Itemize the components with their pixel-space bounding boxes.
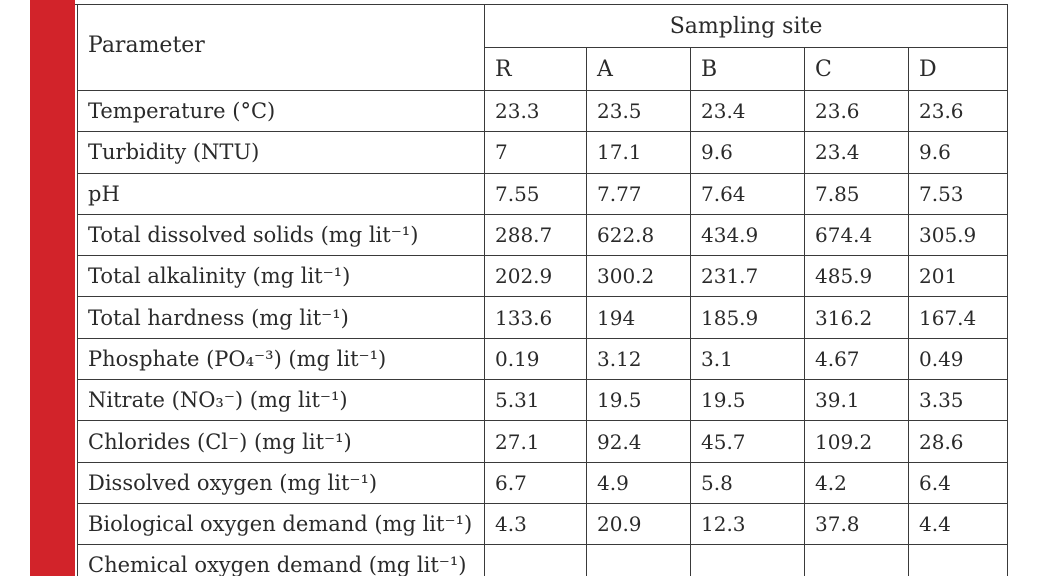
value-cell-a: 3.12	[586, 337, 691, 381]
table-row: Temperature (°C) 23.3 23.5 23.4 23.6 23.6	[77, 89, 1009, 133]
value-cell-d: 4.4	[907, 502, 1009, 546]
table-row: Chemical oxygen demand (mg lit⁻¹)	[77, 544, 1009, 576]
table-row: Biological oxygen demand (mg lit⁻¹) 4.3 20…	[77, 502, 1009, 546]
value-cell-b: 3.1	[690, 337, 805, 381]
parameter-name: Temperature (°C)	[77, 89, 485, 133]
value-cell-b	[690, 544, 805, 576]
value-cell-a: 23.5	[586, 89, 691, 133]
value-cell-d: 0.49	[907, 337, 1009, 381]
value-cell-a: 300.2	[586, 255, 691, 298]
value-cell-d: 201	[907, 255, 1009, 298]
table-row: Phosphate (PO₄⁻³) (mg lit⁻¹) 0.19 3.12 3.1 4…	[77, 337, 1009, 381]
table-container: Parameter Sampling site R A B C D Temper…	[75, 0, 1015, 576]
value-cell-a: 4.9	[586, 461, 691, 504]
value-cell-r: 4.3	[484, 502, 587, 546]
parameter-name: Nitrate (NO₃⁻) (mg lit⁻¹)	[77, 379, 485, 422]
value-cell-a	[586, 544, 691, 576]
value-cell-a: 19.5	[586, 379, 691, 422]
value-cell-b: 19.5	[690, 379, 805, 422]
value-cell-c: 4.67	[804, 337, 909, 381]
value-cell-b: 7.64	[690, 172, 805, 215]
value-cell-c: 23.6	[804, 89, 909, 133]
value-cell-d: 28.6	[907, 420, 1009, 463]
table-row: Chlorides (Cl⁻) (mg lit⁻¹) 27.1 92.4 45.7 10…	[77, 420, 1009, 463]
value-cell-b: 23.4	[690, 89, 805, 133]
value-cell-c: 109.2	[804, 420, 909, 463]
value-cell-a: 20.9	[586, 502, 691, 546]
site-header-r: R	[484, 47, 587, 91]
value-cell-d: 9.6	[907, 131, 1009, 174]
value-cell-b: 12.3	[690, 502, 805, 546]
parameter-name: Chemical oxygen demand (mg lit⁻¹)	[77, 544, 485, 576]
site-header-c: C	[804, 47, 909, 91]
parameter-name: Chlorides (Cl⁻) (mg lit⁻¹)	[77, 420, 485, 463]
value-cell-c: 316.2	[804, 296, 909, 339]
table-body: Temperature (°C) 23.3 23.5 23.4 23.6 23.6 Turb…	[77, 89, 1009, 576]
table-row: pH 7.55 7.77 7.64 7.85 7.53	[77, 172, 1009, 215]
value-cell-r: 7.55	[484, 172, 587, 215]
table-row: Total hardness (mg lit⁻¹) 133.6 194 185.9 31…	[77, 296, 1009, 339]
value-cell-d: 6.4	[907, 461, 1009, 504]
parameter-name: Biological oxygen demand (mg lit⁻¹)	[77, 502, 485, 546]
parameter-name: Total hardness (mg lit⁻¹)	[77, 296, 485, 339]
parameter-header: Parameter	[77, 4, 485, 91]
table-row: Turbidity (NTU) 7 17.1 9.6 23.4 9.6	[77, 131, 1009, 174]
value-cell-d: 3.35	[907, 379, 1009, 422]
value-cell-a: 17.1	[586, 131, 691, 174]
table-row: Total dissolved solids (mg lit⁻¹) 288.7 62…	[77, 213, 1009, 257]
value-cell-r: 6.7	[484, 461, 587, 504]
value-cell-c: 7.85	[804, 172, 909, 215]
value-cell-b: 5.8	[690, 461, 805, 504]
site-header-b: B	[690, 47, 805, 91]
value-cell-d: 7.53	[907, 172, 1009, 215]
value-cell-r: 288.7	[484, 213, 587, 257]
value-cell-c: 485.9	[804, 255, 909, 298]
table-row: Dissolved oxygen (mg lit⁻¹) 6.7 4.9 5.8 4.2 6…	[77, 461, 1009, 504]
parameter-name: Dissolved oxygen (mg lit⁻¹)	[77, 461, 485, 504]
value-cell-c: 674.4	[804, 213, 909, 257]
value-cell-b: 434.9	[690, 213, 805, 257]
parameter-name: Total dissolved solids (mg lit⁻¹)	[77, 213, 485, 257]
value-cell-d	[907, 544, 1009, 576]
value-cell-d: 305.9	[907, 213, 1009, 257]
value-cell-r: 27.1	[484, 420, 587, 463]
value-cell-a: 622.8	[586, 213, 691, 257]
sampling-site-header: Sampling site	[483, 4, 1009, 48]
value-cell-c: 39.1	[804, 379, 909, 422]
value-cell-a: 7.77	[586, 172, 691, 215]
parameter-name: Total alkalinity (mg lit⁻¹)	[77, 255, 485, 298]
red-accent-bar	[30, 0, 75, 576]
value-cell-a: 194	[586, 296, 691, 339]
table-row: Nitrate (NO₃⁻) (mg lit⁻¹) 5.31 19.5 19.5 39.…	[77, 379, 1009, 422]
value-cell-b: 9.6	[690, 131, 805, 174]
water-quality-table: Parameter Sampling site R A B C D Temper…	[77, 4, 1009, 576]
value-cell-a: 92.4	[586, 420, 691, 463]
value-cell-b: 45.7	[690, 420, 805, 463]
value-cell-r: 202.9	[484, 255, 587, 298]
value-cell-b: 185.9	[690, 296, 805, 339]
table-row: Total alkalinity (mg lit⁻¹) 202.9 300.2 231…	[77, 255, 1009, 298]
value-cell-d: 23.6	[907, 89, 1009, 133]
value-cell-c: 37.8	[804, 502, 909, 546]
value-cell-r	[484, 544, 587, 576]
value-cell-r: 0.19	[484, 337, 587, 381]
parameter-name: Phosphate (PO₄⁻³) (mg lit⁻¹)	[77, 337, 485, 381]
value-cell-b: 231.7	[690, 255, 805, 298]
site-header-a: A	[586, 47, 691, 91]
site-header-d: D	[907, 47, 1009, 91]
value-cell-r: 7	[484, 131, 587, 174]
parameter-name: pH	[77, 172, 485, 215]
value-cell-d: 167.4	[907, 296, 1009, 339]
value-cell-r: 5.31	[484, 379, 587, 422]
value-cell-r: 133.6	[484, 296, 587, 339]
value-cell-r: 23.3	[484, 89, 587, 133]
parameter-name: Turbidity (NTU)	[77, 131, 485, 174]
value-cell-c: 4.2	[804, 461, 909, 504]
value-cell-c	[804, 544, 909, 576]
value-cell-c: 23.4	[804, 131, 909, 174]
